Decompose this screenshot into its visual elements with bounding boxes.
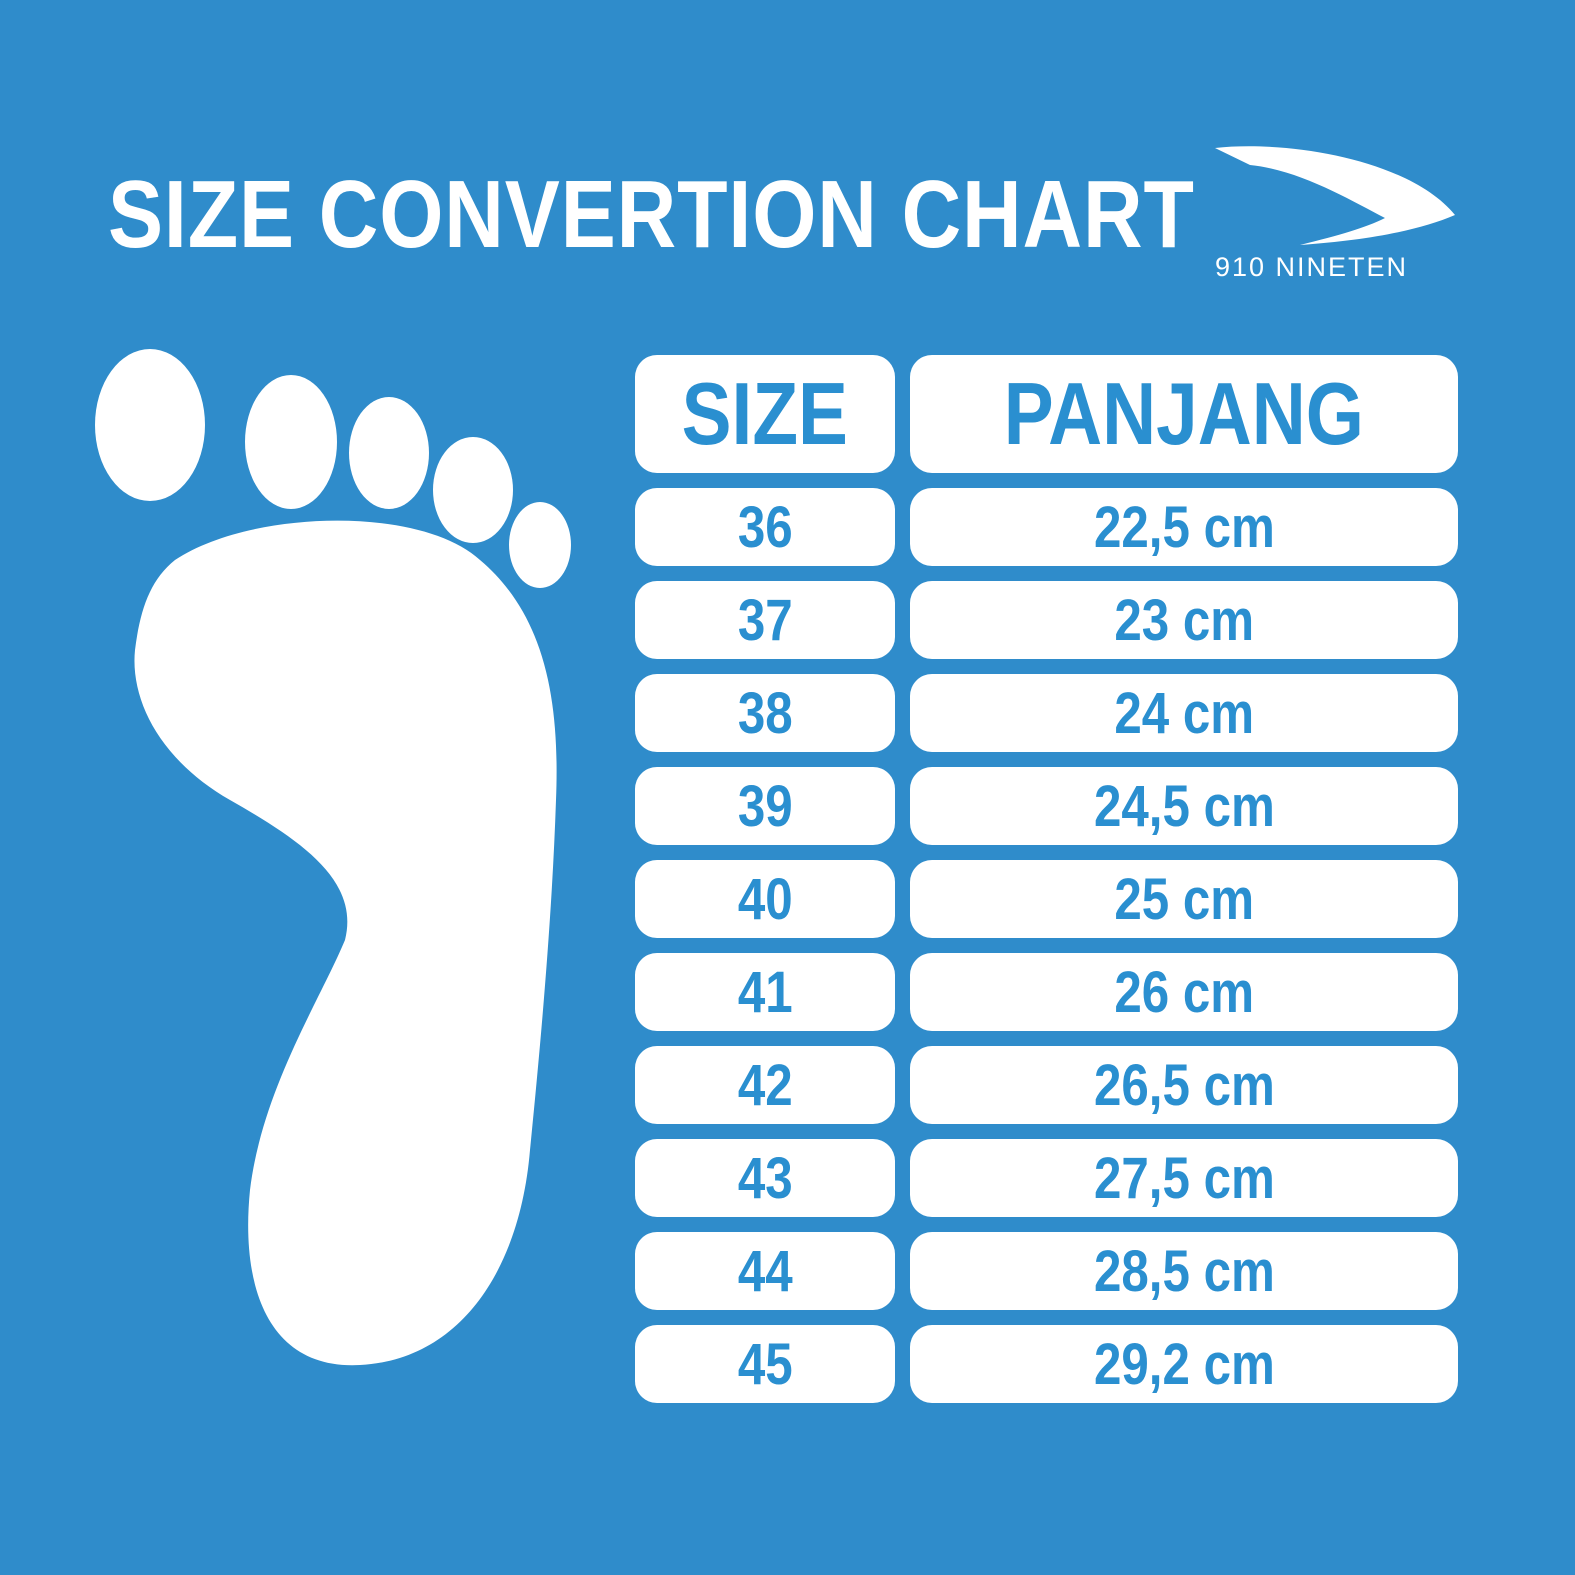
length-value: 24 cm: [1114, 680, 1254, 746]
size-value: 43: [737, 1145, 793, 1211]
size-cell: 42: [635, 1046, 895, 1124]
length-value: 26,5 cm: [1093, 1052, 1275, 1118]
length-value: 24,5 cm: [1093, 773, 1275, 839]
header-size-label: SIZE: [681, 364, 849, 463]
size-value: 45: [737, 1331, 793, 1397]
size-cell: 45: [635, 1325, 895, 1403]
size-value: 39: [737, 773, 793, 839]
length-value: 25 cm: [1114, 866, 1254, 932]
length-value: 29,2 cm: [1093, 1331, 1275, 1397]
header-panjang-label: PANJANG: [1003, 364, 1365, 463]
length-value: 26 cm: [1114, 959, 1254, 1025]
length-cell: 24,5 cm: [910, 767, 1458, 845]
brand-logo-text: 910 NINETEN: [1215, 252, 1409, 282]
length-cell: 23 cm: [910, 581, 1458, 659]
header-size: SIZE: [635, 355, 895, 473]
header-panjang: PANJANG: [910, 355, 1458, 473]
size-value: 42: [737, 1052, 793, 1118]
length-cell: 22,5 cm: [910, 488, 1458, 566]
length-cell: 28,5 cm: [910, 1232, 1458, 1310]
length-cell: 26,5 cm: [910, 1046, 1458, 1124]
size-value: 44: [737, 1238, 793, 1304]
length-cell: 27,5 cm: [910, 1139, 1458, 1217]
length-value: 23 cm: [1114, 587, 1254, 653]
foot-icon: [95, 349, 571, 1366]
length-cell: 25 cm: [910, 860, 1458, 938]
length-cell: 24 cm: [910, 674, 1458, 752]
length-cell: 26 cm: [910, 953, 1458, 1031]
size-cell: 36: [635, 488, 895, 566]
size-cell: 37: [635, 581, 895, 659]
swoosh-logo-icon: [1215, 146, 1455, 245]
size-cell: 43: [635, 1139, 895, 1217]
length-cell: 29,2 cm: [910, 1325, 1458, 1403]
size-value: 40: [737, 866, 793, 932]
size-cell: 44: [635, 1232, 895, 1310]
size-cell: 39: [635, 767, 895, 845]
size-cell: 40: [635, 860, 895, 938]
length-value: 22,5 cm: [1093, 494, 1275, 560]
size-cell: 41: [635, 953, 895, 1031]
size-value: 37: [737, 587, 793, 653]
size-cell: 38: [635, 674, 895, 752]
page-title: SIZE CONVERTION CHART: [108, 161, 1195, 268]
size-value: 41: [737, 959, 793, 1025]
length-value: 27,5 cm: [1093, 1145, 1275, 1211]
length-value: 28,5 cm: [1093, 1238, 1275, 1304]
size-value: 36: [737, 494, 793, 560]
size-value: 38: [737, 680, 793, 746]
